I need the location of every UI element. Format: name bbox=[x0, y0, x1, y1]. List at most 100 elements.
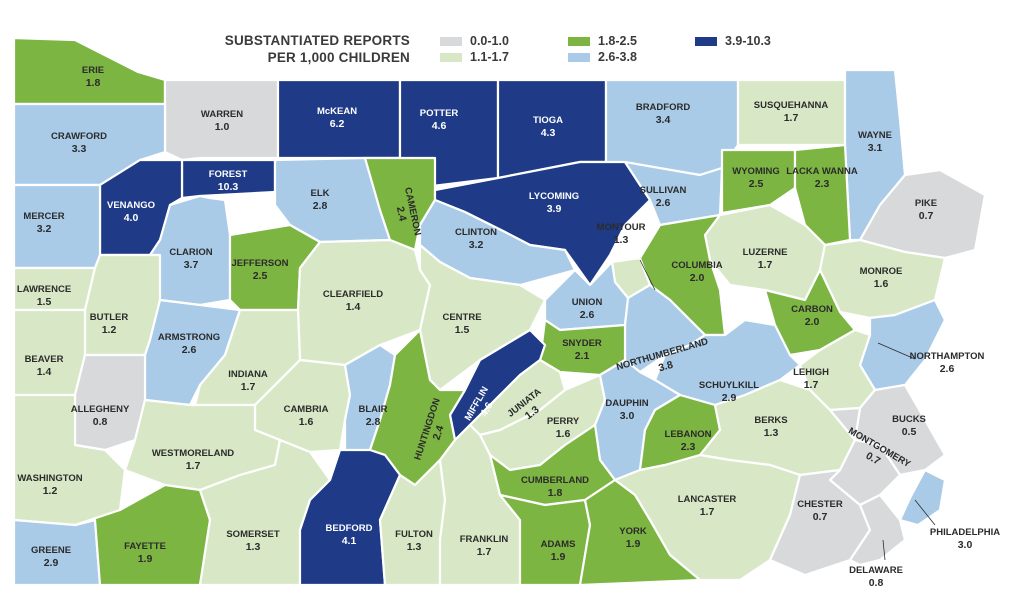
legend-item-3: 2.6-3.8 bbox=[568, 50, 637, 64]
county-shape-mercer bbox=[12, 183, 102, 270]
county-value: 4.1 bbox=[342, 535, 357, 547]
county-value: 2.3 bbox=[681, 441, 696, 453]
county-name: PIKE bbox=[915, 198, 937, 209]
county-shape-allegheny bbox=[73, 353, 147, 452]
county-value: 0.7 bbox=[919, 210, 934, 222]
county-name: WESTMORELAND bbox=[152, 448, 234, 459]
county-value: 2.6 bbox=[580, 309, 595, 321]
county-shape-beaver bbox=[12, 308, 87, 397]
county-name: BERKS bbox=[754, 415, 787, 426]
county-shape-franklin bbox=[438, 423, 522, 587]
county-value: 0.8 bbox=[93, 416, 108, 428]
county-name: ERIE bbox=[82, 65, 104, 76]
county-name: LANCASTER bbox=[678, 494, 737, 505]
county-name: MERCER bbox=[23, 211, 64, 222]
county-value: 3.8 bbox=[657, 359, 674, 375]
county-shape-cameron bbox=[363, 156, 437, 252]
county-value: 1.5 bbox=[455, 324, 470, 336]
county-name: DAUPHIN bbox=[605, 398, 648, 409]
county-name: MONTOUR bbox=[597, 222, 646, 233]
leader-line bbox=[639, 259, 656, 291]
county-value: 1.2 bbox=[102, 324, 117, 336]
county-name: WASHINGTON bbox=[17, 473, 82, 484]
county-name: ADAMS bbox=[541, 539, 576, 550]
county-name: LYCOMING bbox=[529, 191, 579, 202]
county-name: CAMBRIA bbox=[284, 404, 329, 415]
legend-item-4: 3.9-10.3 bbox=[695, 34, 771, 48]
leader-line bbox=[914, 499, 936, 526]
county-value: 2.0 bbox=[805, 316, 820, 328]
county-value: 1.3 bbox=[764, 427, 779, 439]
county-name: CLEARFIELD bbox=[323, 289, 383, 300]
county-name: VENANGO bbox=[107, 200, 155, 211]
county-value: 1.3 bbox=[614, 234, 629, 246]
county-value: 2.9 bbox=[722, 392, 737, 404]
county-value: 1.7 bbox=[477, 546, 492, 558]
county-shape-wyoming bbox=[720, 148, 797, 215]
county-value: 1.7 bbox=[241, 381, 256, 393]
county-shape-bradford bbox=[604, 78, 740, 177]
county-shape-butler bbox=[83, 253, 162, 357]
county-value: 1.4 bbox=[346, 301, 361, 313]
county-value: 2.4 bbox=[431, 424, 447, 442]
county-value: 1.6 bbox=[556, 428, 571, 440]
county-value: 1.6 bbox=[299, 416, 314, 428]
county-name: DELAWARE bbox=[849, 565, 903, 576]
county-name: BEDFORD bbox=[326, 523, 373, 534]
legend-item-2: 1.8-2.5 bbox=[568, 34, 637, 48]
county-name: ELK bbox=[311, 188, 330, 199]
county-name: SOMERSET bbox=[226, 529, 280, 540]
county-name: WARREN bbox=[201, 109, 243, 120]
county-name: INDIANA bbox=[228, 369, 268, 380]
county-name: WAYNE bbox=[858, 130, 892, 141]
county-shape-york bbox=[578, 478, 702, 587]
legend-label: 0.0-1.0 bbox=[470, 34, 509, 48]
county-value: 4.6 bbox=[432, 120, 447, 132]
legend-title-line1: SUBSTANTIATED REPORTS bbox=[224, 33, 410, 48]
leader-lines bbox=[639, 259, 936, 561]
county-value: 2.5 bbox=[749, 178, 764, 190]
county-value: 2.6 bbox=[940, 363, 955, 375]
county-value: 3.0 bbox=[958, 539, 973, 551]
county-value: 1.0 bbox=[215, 121, 230, 133]
county-value: 2.1 bbox=[575, 350, 590, 362]
legend-swatch bbox=[440, 36, 462, 46]
county-value: 1.9 bbox=[551, 551, 566, 563]
county-value: 2.9 bbox=[44, 557, 59, 569]
county-name: BUCKS bbox=[892, 414, 926, 425]
county-shape-philadelphia bbox=[898, 468, 947, 527]
county-value: 1.9 bbox=[626, 538, 641, 550]
county-name: FULTON bbox=[395, 529, 433, 540]
county-name: CHESTER bbox=[797, 499, 843, 510]
county-name: BEAVER bbox=[25, 354, 64, 365]
county-value: 1.7 bbox=[784, 112, 799, 124]
county-value: 0.5 bbox=[902, 426, 917, 438]
county-name: UNION bbox=[572, 297, 603, 308]
